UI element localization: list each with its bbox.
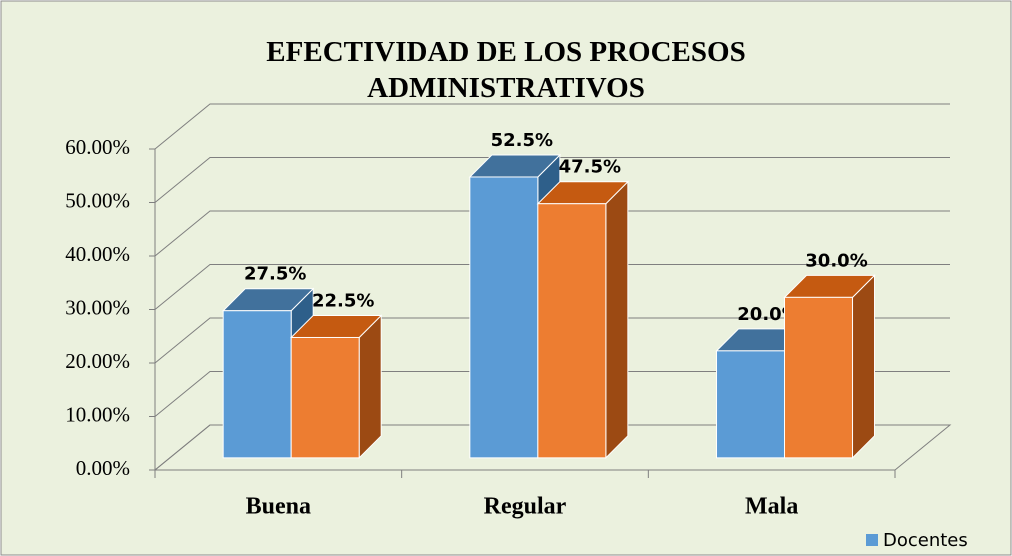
bar [716, 350, 786, 459]
grid-line [154, 210, 950, 257]
bar [290, 336, 360, 459]
x-tick-label: Buena [246, 494, 311, 520]
legend-label: Docentes [883, 530, 968, 551]
bar [784, 296, 854, 459]
bar [537, 203, 607, 459]
y-tick-label: 0.00% [76, 456, 130, 480]
value-label: 52.5% [491, 130, 553, 151]
value-label: 47.5% [559, 157, 621, 178]
y-tick-label: 10.00% [65, 402, 130, 426]
bar [469, 176, 539, 459]
y-tick-label: 60.00% [65, 135, 130, 159]
grid-line [154, 371, 950, 417]
x-tick-label: Mala [745, 494, 798, 520]
legend-swatch [866, 534, 878, 546]
grid-line [154, 264, 950, 310]
chart-title: EFECTIVIDAD DE LOS PROCESOS ADMINISTRATI… [266, 36, 746, 104]
value-label: 22.5% [312, 290, 374, 311]
bar-side [852, 274, 876, 460]
grid-line [154, 157, 950, 203]
y-tick-label: 50.00% [65, 188, 130, 212]
y-tick-label: 20.00% [65, 349, 130, 373]
grid-line [154, 317, 950, 364]
bar [222, 310, 292, 459]
y-tick-label: 30.00% [65, 295, 130, 319]
grid-line [154, 424, 950, 471]
bar-side [605, 180, 629, 460]
bar-side [358, 314, 382, 460]
value-label: 27.5% [244, 264, 306, 285]
value-label: 30.0% [805, 250, 867, 271]
x-tick-label: Regular [484, 494, 567, 520]
y-tick-label: 40.00% [65, 242, 130, 266]
grid-line [154, 103, 950, 150]
